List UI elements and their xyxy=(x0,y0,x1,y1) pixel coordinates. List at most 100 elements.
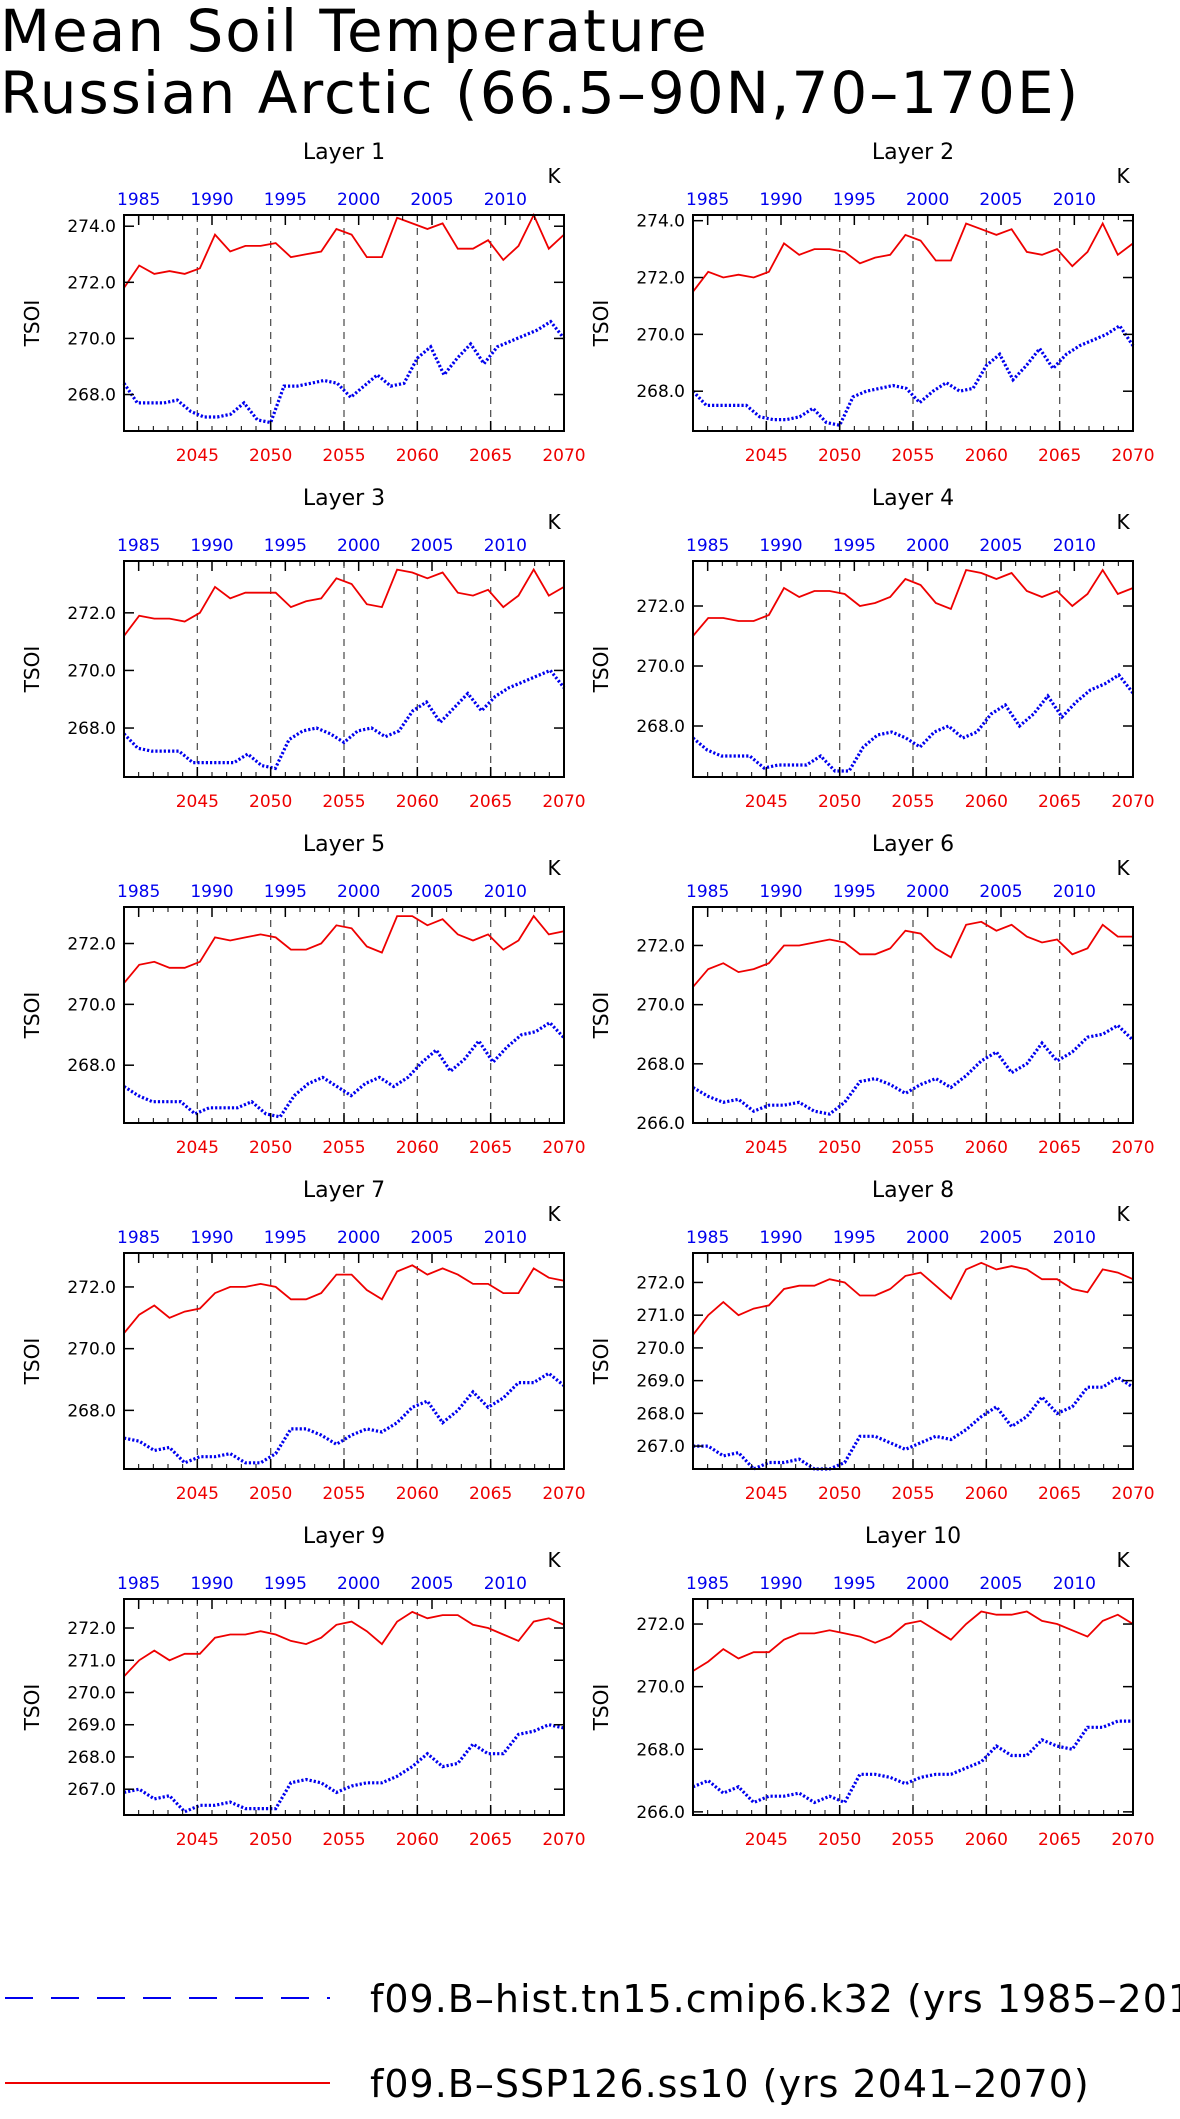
x-tick-label-bottom: 2060 xyxy=(965,1138,1008,1158)
units-label: K xyxy=(547,1202,561,1226)
y-tick-label: 268.0 xyxy=(636,1055,685,1075)
chart-grid: Layer 1 K TSOI 2045 2050 2055 2060 2065 2070 1985… xyxy=(20,140,1155,1850)
series-historical-line xyxy=(122,319,566,425)
x-tick-label-top: 1985 xyxy=(686,536,729,556)
x-tick-label-top: 2000 xyxy=(906,882,949,902)
x-tick-label-top: 2000 xyxy=(337,1228,380,1248)
x-tick-label-top: 2000 xyxy=(906,1228,949,1248)
y-tick-label: 274.0 xyxy=(636,212,685,232)
x-tick-label-top: 2000 xyxy=(337,882,380,902)
x-tick-label-bottom: 2045 xyxy=(176,792,219,812)
panel-layer-4: Layer 4 K TSOI 2045 2050 2055 2060 2065 2070 1985… xyxy=(589,486,1155,812)
x-tick-label-top: 1985 xyxy=(117,1228,160,1248)
x-tick-label-bottom: 2055 xyxy=(891,1138,934,1158)
panel-title: Layer 5 xyxy=(303,832,385,857)
x-tick-label-top: 2005 xyxy=(979,536,1022,556)
y-tick-label: 272.0 xyxy=(67,935,116,955)
y-tick-label: 268.0 xyxy=(636,1740,685,1760)
x-tick-label-top: 1985 xyxy=(686,1574,729,1594)
y-tick-label: 272.0 xyxy=(67,1278,116,1298)
x-tick-label-bottom: 2050 xyxy=(249,1484,292,1504)
units-label: K xyxy=(547,1548,561,1572)
figure-title-line-1: Mean Soil Temperature xyxy=(0,0,709,65)
y-tick-label: 271.0 xyxy=(67,1651,116,1671)
y-tick-label: 272.0 xyxy=(67,273,116,293)
x-tick-label-top: 1995 xyxy=(833,536,876,556)
series-future-line xyxy=(692,568,1134,637)
x-tick-label-bottom: 2070 xyxy=(542,792,585,812)
x-tick-label-bottom: 2070 xyxy=(542,1484,585,1504)
x-tick-label-top: 2005 xyxy=(410,882,453,902)
units-label: K xyxy=(1116,164,1130,188)
y-tick-label: 270.0 xyxy=(67,329,116,349)
x-tick-label-top: 1985 xyxy=(117,1574,160,1594)
x-tick-label-top: 1995 xyxy=(833,1228,876,1248)
x-tick-label-top: 1995 xyxy=(264,536,307,556)
x-tick-label-top: 2000 xyxy=(337,536,380,556)
y-axis-label: TSOI xyxy=(589,1684,613,1732)
series-historical-line xyxy=(691,323,1135,428)
panel-layer-3: Layer 3 K TSOI 2045 2050 2055 2060 2065 2070 1985… xyxy=(20,486,586,812)
x-tick-label-bottom: 2050 xyxy=(249,1830,292,1850)
x-tick-label-top: 2010 xyxy=(1053,1228,1096,1248)
x-tick-label-top: 2005 xyxy=(979,190,1022,210)
x-tick-label-bottom: 2050 xyxy=(818,1830,861,1850)
x-tick-label-bottom: 2055 xyxy=(322,1830,365,1850)
x-tick-label-bottom: 2055 xyxy=(322,1138,365,1158)
x-tick-label-bottom: 2070 xyxy=(1111,446,1154,466)
series-future-line xyxy=(123,567,565,637)
x-tick-label-top: 2005 xyxy=(979,1228,1022,1248)
x-tick-label-bottom: 2050 xyxy=(818,446,861,466)
x-tick-label-bottom: 2065 xyxy=(469,446,512,466)
x-tick-label-bottom: 2045 xyxy=(176,1484,219,1504)
x-tick-label-top: 1985 xyxy=(686,1228,729,1248)
x-tick-label-bottom: 2065 xyxy=(1038,792,1081,812)
y-tick-label: 270.0 xyxy=(67,661,116,681)
panel-layer-8: Layer 8 K TSOI 2045 2050 2055 2060 2065 2070 1985… xyxy=(589,1178,1155,1504)
y-tick-label: 270.0 xyxy=(636,1678,685,1698)
y-tick-label: 270.0 xyxy=(67,1340,116,1360)
x-tick-label-bottom: 2045 xyxy=(745,1484,788,1504)
x-tick-label-bottom: 2060 xyxy=(396,792,439,812)
x-tick-label-top: 2005 xyxy=(979,1574,1022,1594)
x-tick-label-bottom: 2070 xyxy=(1111,1484,1154,1504)
series-historical-line xyxy=(123,1371,566,1465)
units-label: K xyxy=(547,510,561,534)
x-tick-label-top: 2000 xyxy=(906,190,949,210)
x-tick-label-bottom: 2050 xyxy=(818,1138,861,1158)
y-tick-label: 270.0 xyxy=(636,657,685,677)
x-tick-label-top: 2010 xyxy=(1053,190,1096,210)
x-tick-label-bottom: 2060 xyxy=(965,1830,1008,1850)
units-label: K xyxy=(1116,1202,1130,1226)
y-tick-label: 272.0 xyxy=(67,1619,116,1639)
panel-title: Layer 2 xyxy=(872,140,954,165)
x-tick-label-bottom: 2060 xyxy=(396,1830,439,1850)
units-label: K xyxy=(1116,510,1130,534)
x-tick-label-bottom: 2050 xyxy=(249,446,292,466)
x-tick-label-bottom: 2065 xyxy=(469,792,512,812)
x-tick-label-bottom: 2055 xyxy=(322,1484,365,1504)
x-tick-label-top: 1985 xyxy=(117,882,160,902)
x-tick-label-top: 1995 xyxy=(264,1574,307,1594)
figure-title: Mean Soil Temperature Russian Arctic (66… xyxy=(0,0,1080,124)
x-tick-label-top: 1995 xyxy=(264,1228,307,1248)
y-tick-label: 268.0 xyxy=(636,717,685,737)
x-tick-label-top: 1995 xyxy=(833,882,876,902)
x-tick-label-bottom: 2060 xyxy=(965,792,1008,812)
y-tick-label: 269.0 xyxy=(67,1716,116,1736)
y-tick-label: 270.0 xyxy=(636,1339,685,1359)
x-tick-label-bottom: 2050 xyxy=(249,1138,292,1158)
units-label: K xyxy=(1116,1548,1130,1572)
series-future-line xyxy=(123,212,565,289)
series-future-line xyxy=(692,920,1133,988)
panel-title: Layer 6 xyxy=(872,832,954,857)
x-tick-label-top: 2010 xyxy=(1053,536,1096,556)
x-tick-label-top: 2010 xyxy=(1053,882,1096,902)
y-axis-label: TSOI xyxy=(20,992,44,1040)
panel-title: Layer 9 xyxy=(303,1524,385,1549)
y-tick-label: 272.0 xyxy=(636,269,685,289)
y-tick-label: 267.0 xyxy=(636,1437,685,1457)
x-tick-label-top: 1985 xyxy=(686,190,729,210)
x-tick-label-bottom: 2045 xyxy=(745,446,788,466)
x-tick-label-bottom: 2065 xyxy=(1038,446,1081,466)
